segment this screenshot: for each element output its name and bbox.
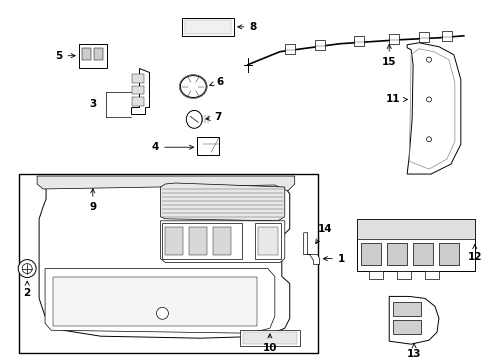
Text: 9: 9 <box>89 189 97 212</box>
Text: 8: 8 <box>238 22 257 32</box>
Bar <box>19 174 318 353</box>
Bar <box>94 48 103 60</box>
Bar <box>79 44 107 68</box>
Bar <box>389 34 399 44</box>
Polygon shape <box>407 43 461 174</box>
Polygon shape <box>160 221 285 262</box>
Text: 6: 6 <box>210 77 224 86</box>
Bar <box>413 243 433 265</box>
Bar <box>369 271 383 279</box>
Text: 1: 1 <box>323 253 345 264</box>
Bar <box>182 18 234 36</box>
Bar <box>53 276 257 326</box>
Bar <box>240 330 300 346</box>
Text: 11: 11 <box>386 94 407 104</box>
Bar <box>189 227 207 255</box>
Bar <box>387 243 407 265</box>
Bar <box>82 48 91 60</box>
Polygon shape <box>39 179 290 338</box>
Polygon shape <box>45 269 275 333</box>
Polygon shape <box>37 176 294 191</box>
Text: 7: 7 <box>206 112 222 122</box>
Bar <box>354 36 365 46</box>
Ellipse shape <box>22 264 32 274</box>
Bar <box>132 86 144 94</box>
Bar <box>357 219 475 239</box>
Text: 3: 3 <box>89 99 97 109</box>
Ellipse shape <box>426 137 432 142</box>
Bar <box>243 332 297 344</box>
Ellipse shape <box>156 307 169 319</box>
Ellipse shape <box>18 260 36 278</box>
Bar <box>166 227 183 255</box>
Bar <box>442 31 452 41</box>
Bar <box>132 98 144 107</box>
Ellipse shape <box>426 97 432 102</box>
Bar <box>255 223 281 258</box>
Text: 12: 12 <box>467 245 482 262</box>
Polygon shape <box>304 233 319 265</box>
Bar <box>397 271 411 279</box>
Bar <box>419 32 429 42</box>
Bar <box>132 73 144 82</box>
Ellipse shape <box>426 57 432 62</box>
Text: 15: 15 <box>382 45 396 67</box>
Text: 13: 13 <box>407 343 421 359</box>
Text: 2: 2 <box>24 281 31 298</box>
Bar <box>393 320 421 334</box>
Bar <box>362 243 381 265</box>
Bar <box>315 40 324 50</box>
Text: 4: 4 <box>152 142 194 152</box>
Ellipse shape <box>186 111 202 128</box>
Text: 10: 10 <box>263 334 277 353</box>
Polygon shape <box>389 296 439 344</box>
Bar <box>425 271 439 279</box>
Ellipse shape <box>180 76 206 98</box>
Text: 5: 5 <box>55 51 75 61</box>
Bar <box>393 302 421 316</box>
Polygon shape <box>131 68 148 114</box>
Bar <box>357 219 475 271</box>
Bar <box>285 44 294 54</box>
Bar <box>197 137 219 155</box>
Bar <box>213 227 231 255</box>
Bar <box>258 227 278 255</box>
Bar <box>185 20 231 34</box>
Polygon shape <box>160 183 285 221</box>
Bar <box>163 223 242 258</box>
Text: 14: 14 <box>316 224 333 244</box>
Bar <box>439 243 459 265</box>
